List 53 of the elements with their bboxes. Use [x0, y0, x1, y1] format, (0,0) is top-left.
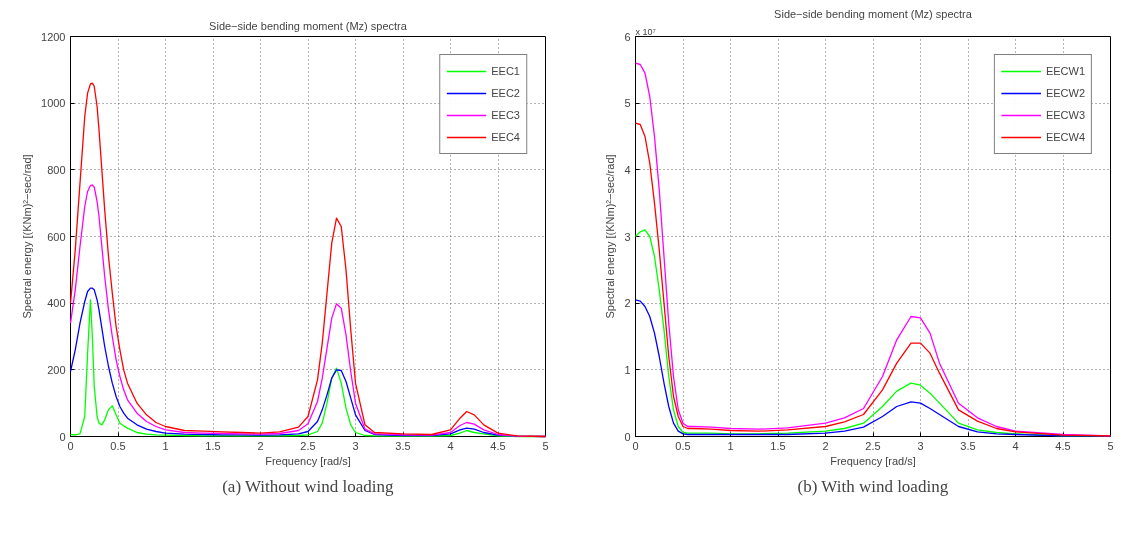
x-tick-label: 2: [822, 439, 829, 452]
x-tick-label: 1.5: [770, 439, 786, 452]
y-tick-label: 4: [624, 163, 631, 176]
x-tick-label: 1: [727, 439, 734, 452]
y-tick-label: 200: [47, 363, 66, 376]
y-axis-title: Spectral energy [(KNm)²−sec/rad]: [604, 154, 617, 319]
chart-title: Side−side bending moment (Mz) spectra: [209, 19, 408, 32]
legend-label: EEC1: [491, 65, 520, 77]
x-tick-label: 5: [1107, 439, 1114, 452]
y-axis-title: Spectral energy [(KNm)²−sec/rad]: [21, 154, 34, 319]
x-tick-label: 4.5: [1055, 439, 1071, 452]
y-tick-label: 0: [59, 430, 66, 443]
y-tick-label: 3: [624, 230, 631, 243]
x-tick-label: 3.5: [395, 439, 411, 452]
x-tick-label: 1: [162, 439, 169, 452]
x-tick-label: 3.5: [960, 439, 976, 452]
legend-label: EECW3: [1045, 109, 1085, 121]
x-tick-label: 4.5: [490, 439, 506, 452]
legend-label: EECW1: [1045, 65, 1085, 77]
legend-label: EECW2: [1045, 87, 1085, 99]
x-tick-label: 0: [67, 439, 74, 452]
y-tick-label: 0: [624, 430, 631, 443]
y-tick-label: 1: [624, 363, 631, 376]
y-tick-label: 5: [624, 97, 631, 110]
x-tick-label: 0.5: [675, 439, 691, 452]
x-tick-label: 5: [542, 439, 549, 452]
x-axis-title: Frequency [rad/s]: [265, 454, 351, 467]
x-tick-label: 1.5: [205, 439, 221, 452]
x-tick-label: 0: [632, 439, 639, 452]
legend-label: EECW4: [1045, 131, 1085, 143]
y-tick-label: 400: [47, 297, 66, 310]
x-tick-label: 2: [257, 439, 264, 452]
text: (b) With wind loading: [797, 476, 949, 496]
x-tick-label: 2.5: [300, 439, 316, 452]
y-tick-label: 600: [47, 230, 66, 243]
x-tick-label: 0.5: [110, 439, 126, 452]
x-tick-label: 4: [447, 439, 454, 452]
legend-label: EEC4: [491, 131, 520, 143]
text: x 10⁷: [635, 26, 656, 37]
x-axis-title: Frequency [rad/s]: [830, 454, 916, 467]
x-tick-label: 2.5: [865, 439, 881, 452]
y-tick-label: 6: [624, 30, 631, 43]
text: (a) Without wind loading: [222, 476, 395, 496]
x-tick-label: 3: [917, 439, 924, 452]
x-tick-label: 4: [1012, 439, 1019, 452]
chart-title: Side−side bending moment (Mz) spectra: [774, 7, 973, 20]
y-tick-label: 1200: [41, 30, 66, 43]
y-tick-label: 800: [47, 163, 66, 176]
x-tick-label: 3: [352, 439, 359, 452]
legend-label: EEC3: [491, 109, 520, 121]
y-tick-label: 2: [624, 297, 631, 310]
y-tick-label: 1000: [41, 97, 66, 110]
legend-label: EEC2: [491, 87, 520, 99]
